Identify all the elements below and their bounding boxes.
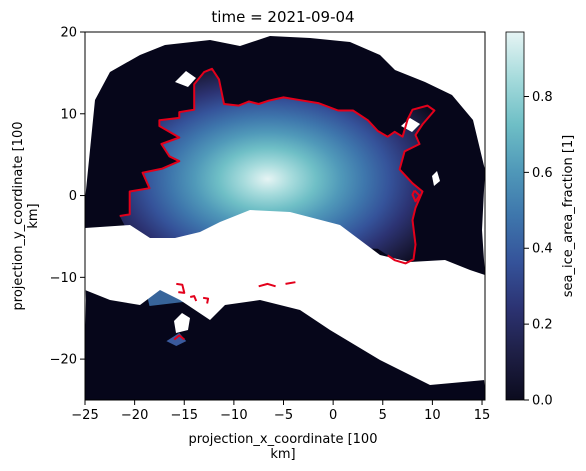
plot-area (85, 32, 485, 400)
sea-ice-main (119, 68, 435, 270)
x-tick-label: −5 (274, 408, 293, 423)
ice-edge-fragment (176, 282, 186, 294)
x-axis: −25 −20 −15 −10 −5 0 5 10 15 (71, 400, 490, 423)
y-axis-label-line2: km] (26, 203, 41, 228)
colorbar: 0.0 0.2 0.4 0.6 0.8 (505, 31, 553, 409)
x-tick-label: 15 (474, 408, 491, 423)
y-tick-label: −10 (50, 271, 77, 286)
land-region (175, 71, 196, 87)
land-region (432, 171, 440, 186)
colorbar-label: sea_ice_area_fraction [1] (561, 135, 576, 297)
colorbar-tick-label: 0.6 (532, 166, 553, 181)
ice-edge-fragment (411, 189, 421, 203)
x-tick-label: 5 (379, 408, 387, 423)
colorbar-gradient (505, 31, 525, 401)
y-axis-label-line1: projection_y_coordinate [100 (11, 122, 26, 311)
x-tick-label: −15 (171, 408, 198, 423)
x-axis-label-line1: projection_x_coordinate [100 (189, 432, 378, 447)
ice-edge-fragment (189, 295, 198, 302)
x-tick-label: −10 (220, 408, 247, 423)
ice-edge-fragment (258, 282, 276, 288)
y-axis: −20 −10 0 10 20 (50, 26, 85, 368)
x-axis-label-line2: km] (270, 447, 295, 462)
land-region (174, 313, 190, 333)
x-tick-label: −20 (121, 408, 148, 423)
x-tick-label: 10 (424, 408, 441, 423)
x-tick-label: −25 (71, 408, 98, 423)
plot-frame (84, 31, 486, 401)
y-tick-label: 0 (69, 189, 77, 204)
ice-edge-fragment (202, 296, 210, 304)
ice-edge-fragment (285, 281, 296, 285)
colorbar-tick-label: 0.4 (532, 242, 553, 257)
chart-title: time = 2021-09-04 (211, 8, 354, 26)
colorbar-tick-label: 0.2 (532, 318, 553, 333)
x-tick-label: 0 (329, 408, 337, 423)
ice-edge-main (119, 67, 436, 265)
ice-edge-contour (119, 67, 436, 341)
land-region (85, 210, 485, 385)
ice-edge-fragment (173, 334, 185, 341)
colorbar-tick-label: 0.0 (532, 394, 553, 409)
colorbar-ticks: 0.0 0.2 0.4 0.6 0.8 (524, 90, 553, 409)
colorbar-tick-label: 0.8 (532, 90, 553, 105)
y-tick-label: 20 (60, 26, 77, 41)
y-tick-label: −20 (50, 353, 77, 368)
y-tick-label: 10 (60, 107, 77, 122)
